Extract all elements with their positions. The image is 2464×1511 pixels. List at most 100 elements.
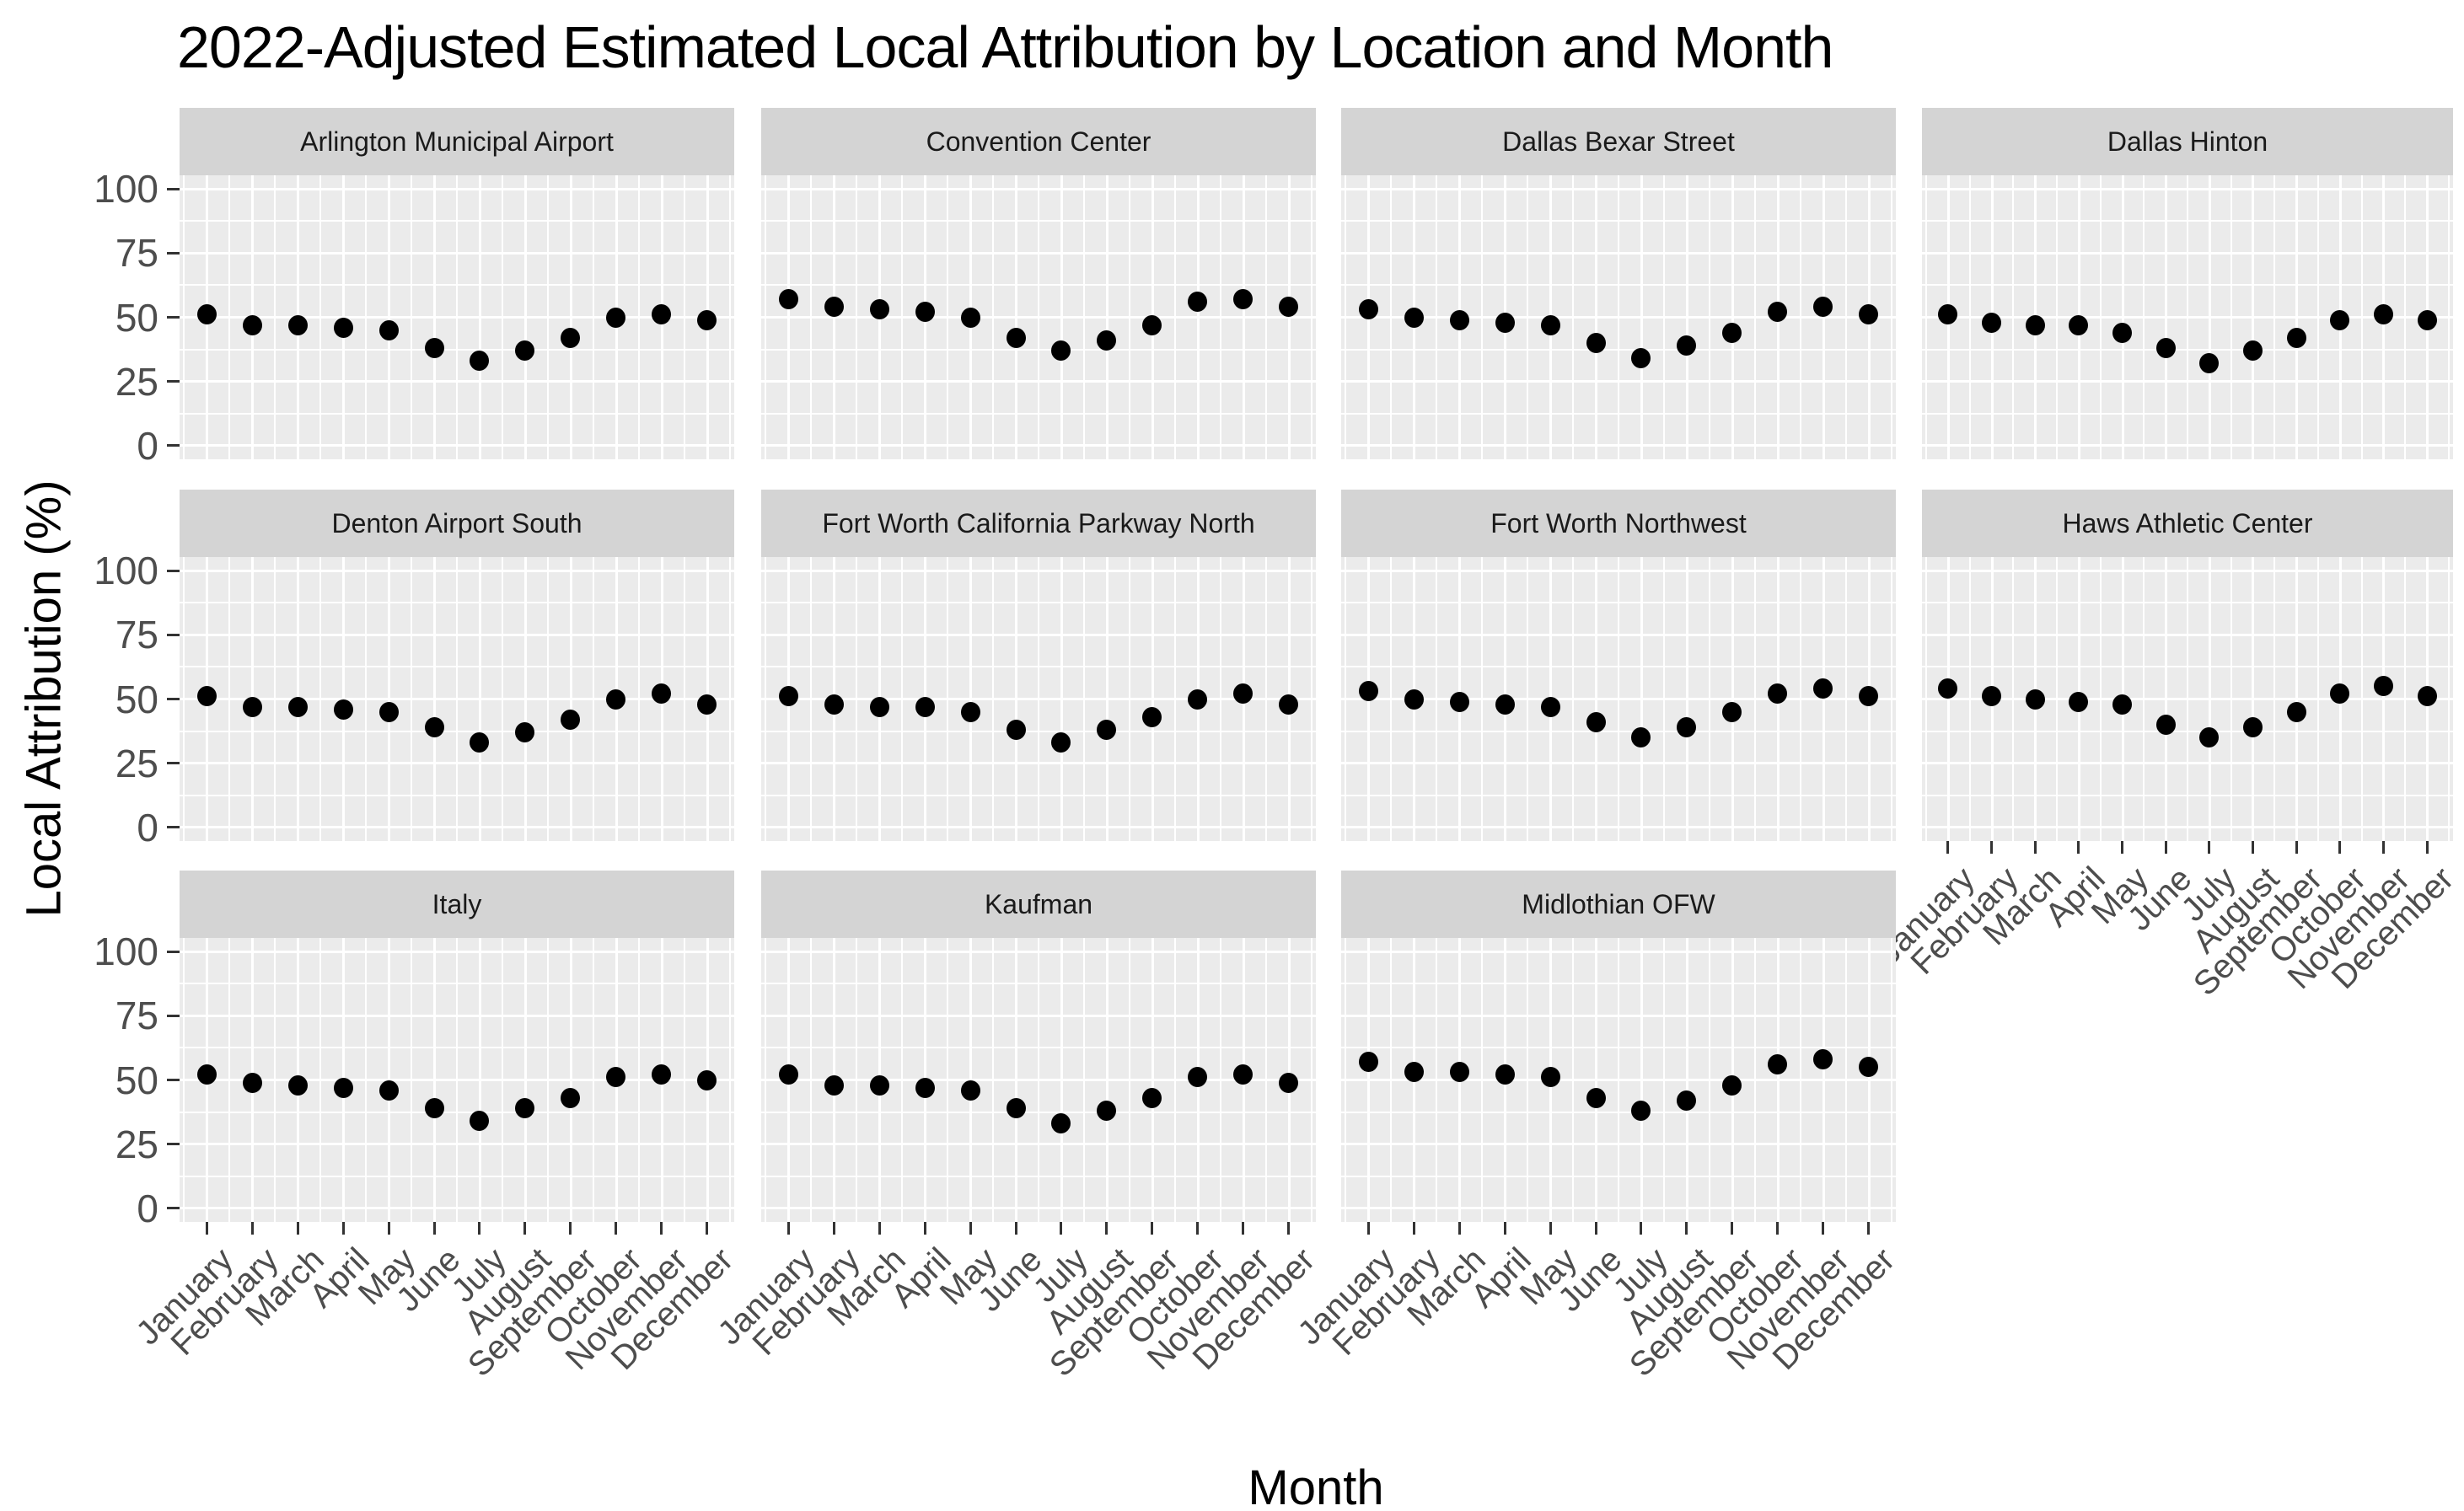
gridline-major [180, 1014, 734, 1017]
data-point [606, 689, 626, 710]
x-tick-mark [660, 1222, 663, 1235]
data-point [1142, 314, 1162, 335]
y-tick-label: 100 [94, 549, 158, 593]
y-tick-label: 100 [94, 930, 158, 974]
data-point [1006, 720, 1026, 741]
data-point [515, 722, 535, 743]
gridline-major [1341, 380, 1896, 383]
y-tick-mark [167, 1079, 180, 1081]
x-tick-mark [1640, 1222, 1643, 1235]
gridline-major [180, 444, 734, 447]
data-point [1495, 312, 1515, 333]
gridline-major [1341, 698, 1896, 700]
gridline-major [1341, 569, 1896, 572]
facet-title: Convention Center [926, 126, 1151, 157]
data-point [1051, 1113, 1071, 1134]
gridline-major [761, 633, 1316, 636]
data-point [2242, 716, 2263, 737]
facet-panel [180, 557, 734, 841]
data-point [869, 1074, 889, 1096]
gridline-major [1922, 187, 2453, 190]
x-tick-mark [1366, 1222, 1370, 1235]
facet-title: Fort Worth Northwest [1490, 507, 1747, 538]
data-point [1404, 689, 1424, 710]
facet-panel [761, 938, 1316, 1222]
data-point [915, 302, 935, 323]
data-point [960, 1080, 980, 1101]
data-point [1449, 691, 1469, 712]
facet-strip: Dallas Bexar Street [1341, 108, 1896, 175]
facet-panel [761, 175, 1316, 459]
x-tick-mark [2121, 841, 2124, 854]
y-tick-mark [167, 1143, 180, 1146]
data-point [1722, 1074, 1742, 1096]
x-tick-mark [969, 1222, 972, 1235]
y-tick-label: 75 [115, 613, 158, 657]
data-point [1631, 727, 1651, 748]
y-tick-mark [167, 316, 180, 319]
gridline-major [180, 762, 734, 765]
facet-panel [761, 557, 1316, 841]
data-point [1859, 686, 1879, 707]
gridline-major [761, 569, 1316, 572]
data-point [960, 307, 980, 328]
y-tick-label: 25 [115, 1122, 158, 1166]
x-tick-mark [1867, 1222, 1871, 1235]
x-tick-mark [478, 1222, 481, 1235]
x-tick-mark [2033, 841, 2037, 854]
facet-strip: Convention Center [761, 108, 1316, 175]
data-point [1495, 694, 1515, 715]
data-point [2025, 314, 2045, 335]
gridline-major [180, 950, 734, 953]
data-point [1233, 289, 1253, 310]
data-point [424, 338, 444, 359]
gridline-major [1922, 251, 2453, 255]
y-tick-mark [167, 1207, 180, 1210]
data-point [2199, 353, 2220, 374]
data-point [652, 1064, 672, 1085]
data-point [378, 1080, 399, 1101]
data-point [2155, 338, 2176, 359]
data-point [1586, 711, 1606, 732]
y-tick-mark [167, 762, 180, 765]
gridline-major [1341, 1207, 1896, 1210]
facet-strip: Midlothian OFW [1341, 871, 1896, 938]
facet-panel [1922, 557, 2453, 841]
x-tick-mark [923, 1222, 926, 1235]
gridline-major [1341, 444, 1896, 447]
gridline-major [1341, 1014, 1896, 1017]
data-point [2286, 327, 2306, 348]
data-point [2069, 314, 2089, 335]
data-point [1188, 292, 1208, 313]
data-point [697, 309, 717, 330]
data-point [824, 297, 844, 318]
facet-title: Midlothian OFW [1522, 888, 1715, 919]
y-tick-label: 75 [115, 231, 158, 276]
data-point [2330, 309, 2350, 330]
data-point [2373, 304, 2393, 325]
x-tick-mark [1946, 841, 1950, 854]
x-tick-mark [878, 1222, 881, 1235]
data-point [2199, 727, 2220, 748]
y-tick-mark [167, 187, 180, 190]
x-tick-mark [2381, 841, 2385, 854]
data-point [1449, 309, 1469, 330]
data-point [606, 307, 626, 328]
gridline-major [1341, 950, 1896, 953]
gridline-major [761, 950, 1316, 953]
data-point [1188, 1067, 1208, 1088]
gridline-major [1922, 826, 2453, 829]
y-tick-label: 100 [94, 167, 158, 212]
data-point [697, 1069, 717, 1090]
data-point [378, 701, 399, 722]
y-tick-mark [167, 633, 180, 636]
data-point [2025, 689, 2045, 710]
gridline-major [1341, 1079, 1896, 1081]
data-point [1233, 683, 1253, 705]
gridline-major [180, 826, 734, 829]
chart-title: 2022-Adjusted Estimated Local Attributio… [177, 14, 1833, 80]
gridline-major [761, 316, 1316, 319]
gridline-major [1922, 316, 2453, 319]
facet-title: Haws Athletic Center [2062, 507, 2313, 538]
gridline-major [1922, 633, 2453, 636]
